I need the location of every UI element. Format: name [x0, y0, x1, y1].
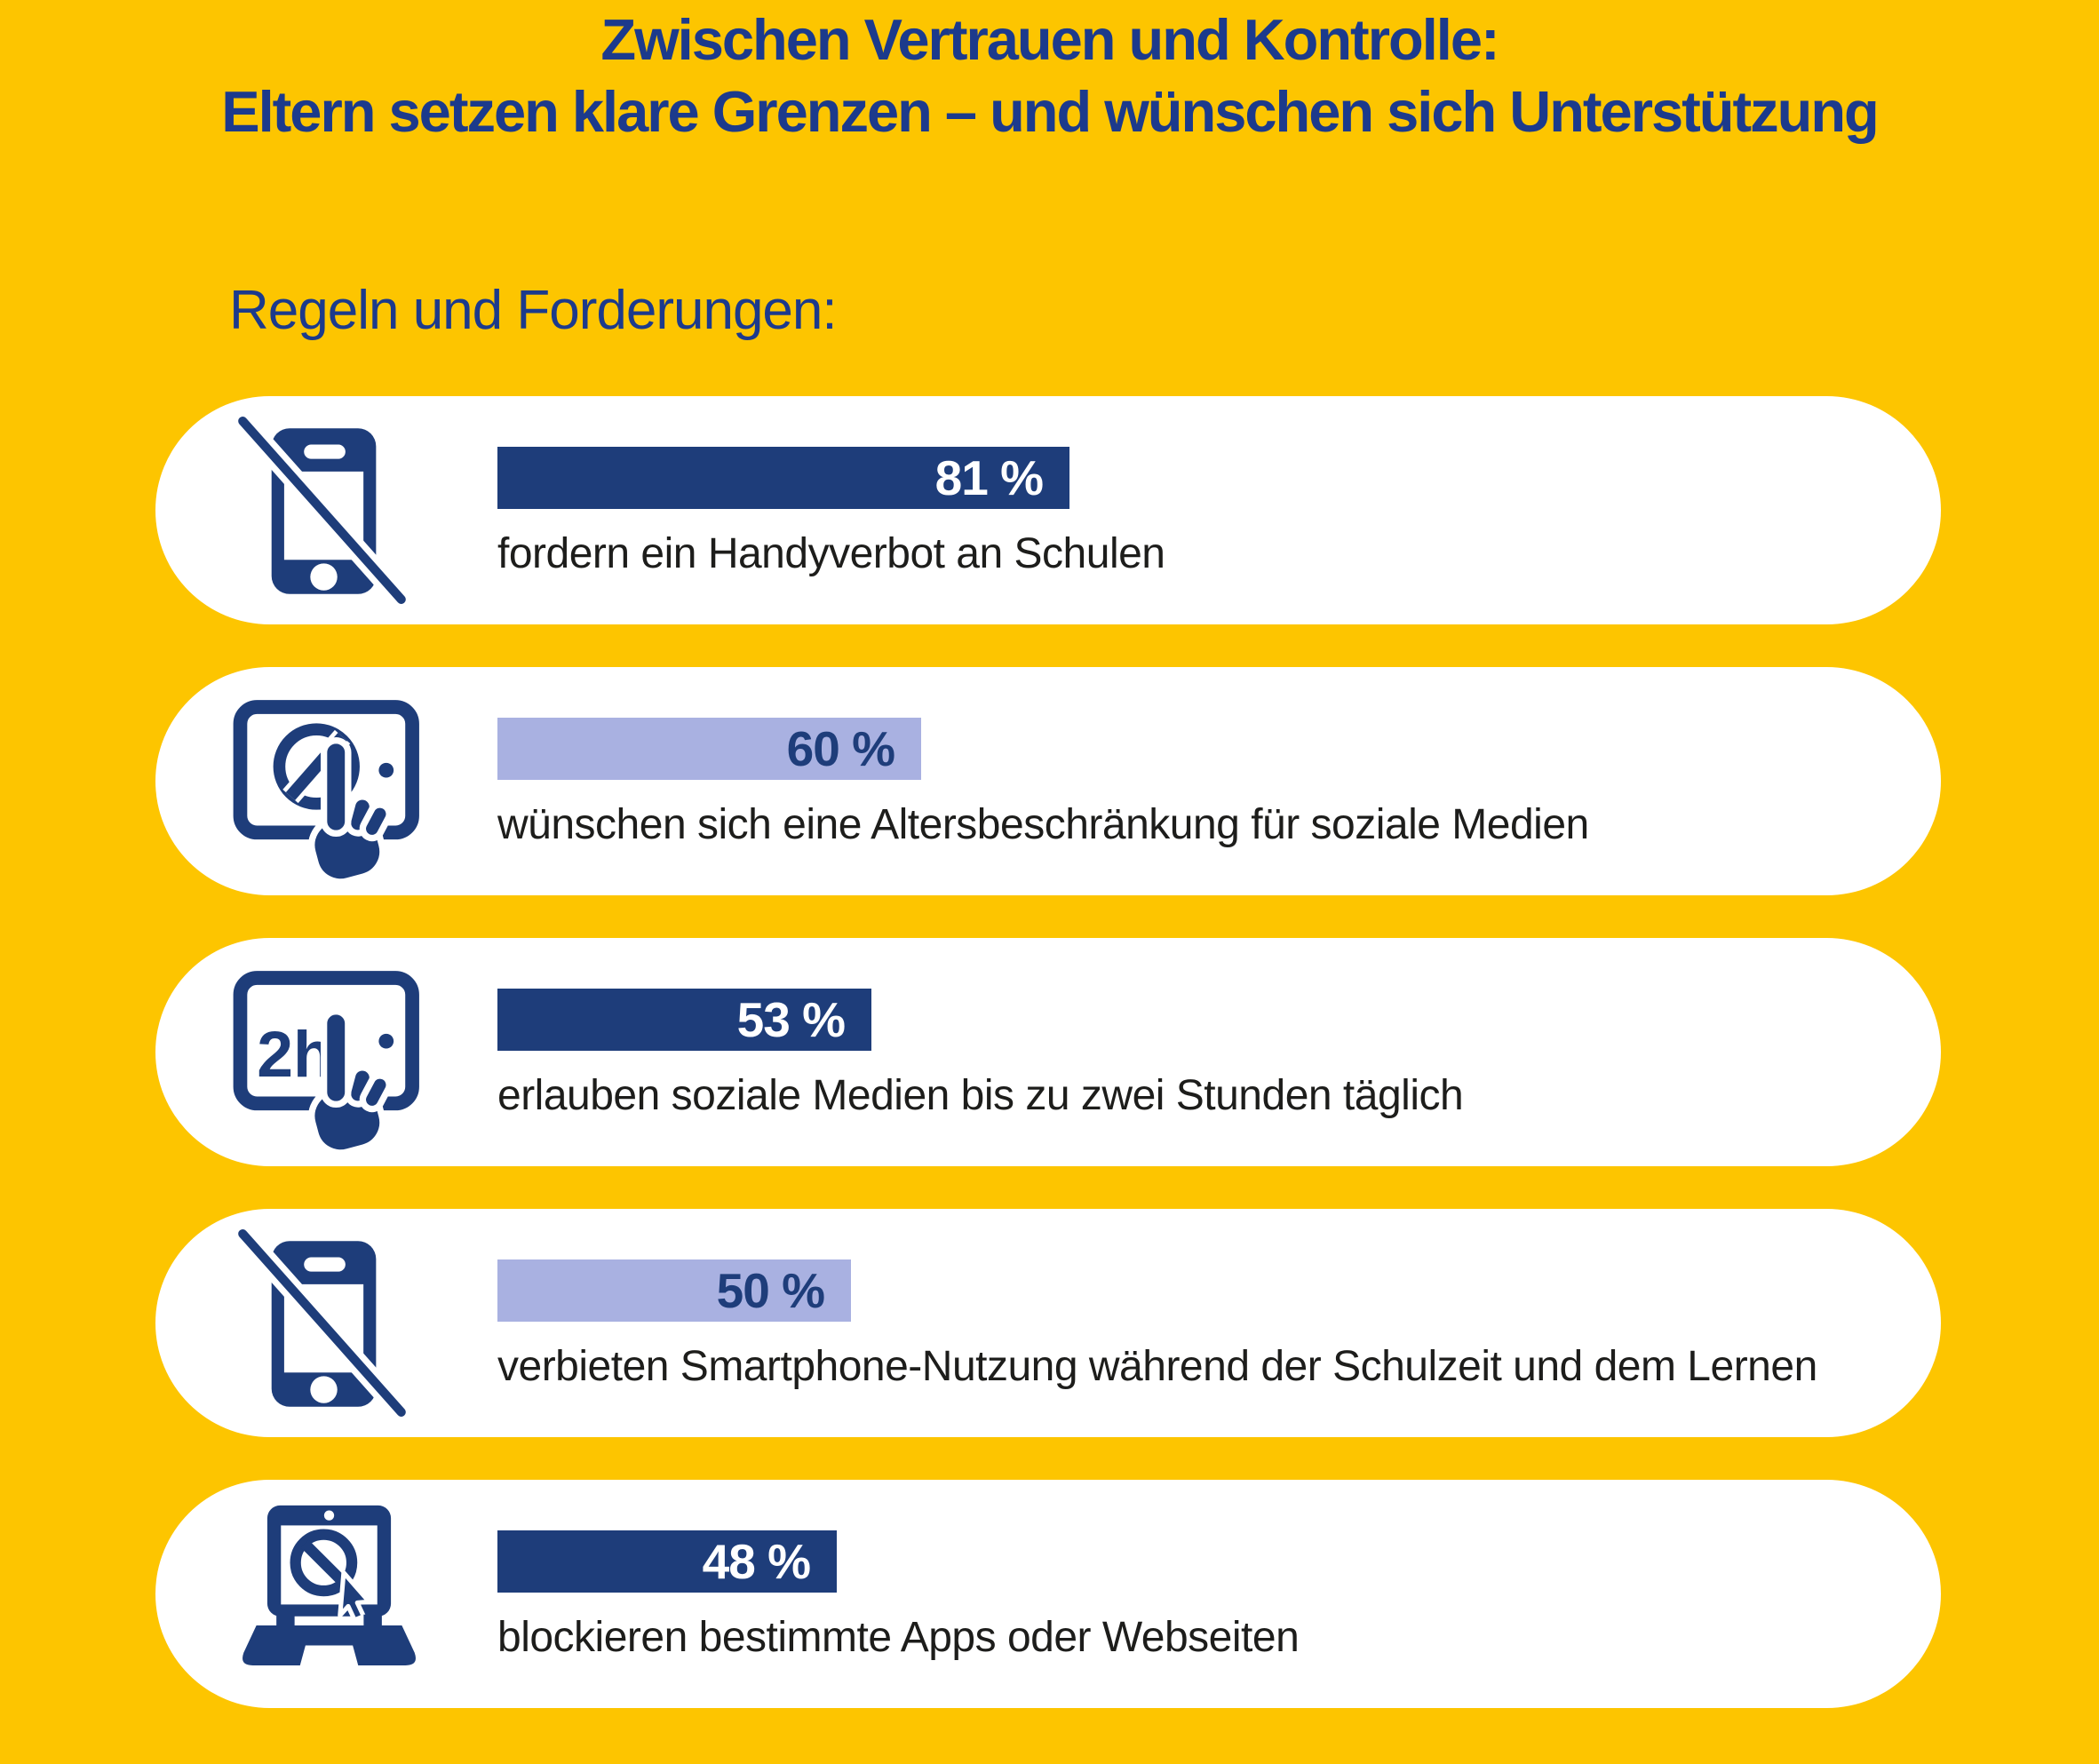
- tap-hand-icon: [308, 1008, 393, 1156]
- bar-53: 53 %: [497, 989, 871, 1051]
- laptop-blocked-icon: [242, 1505, 416, 1665]
- stat-card-apps-blockieren: 48 % blockieren bestimmte Apps oder Webs…: [155, 1480, 1941, 1708]
- bar-81: 81 %: [497, 447, 1069, 509]
- bar-value-label: 81 %: [934, 450, 1044, 505]
- bar-48: 48 %: [497, 1530, 837, 1593]
- stat-card-handyverbot: 81 % fordern ein Handyverbot an Schulen: [155, 396, 1941, 624]
- no-smartphone-icon: [235, 416, 409, 607]
- bar-value-label: 48 %: [702, 1534, 811, 1589]
- stat-card-altersbeschraenkung: 60 % wünschen sich eine Altersbeschränku…: [155, 667, 1941, 895]
- page-title: Zwischen Vertrauen und Kontrolle: Eltern…: [0, 4, 2099, 147]
- bar-60: 60 %: [497, 718, 921, 780]
- statement: erlauben soziale Medien bis zu zwei Stun…: [497, 1072, 1464, 1119]
- statement: verbieten Smartphone-Nutzung während der…: [497, 1343, 1817, 1390]
- bar-value-label: 50 %: [716, 1263, 825, 1318]
- no-smartphone-icon: [235, 1228, 409, 1419]
- page-title-line1: Zwischen Vertrauen und Kontrolle:: [600, 7, 1499, 72]
- tablet-age-restriction-tap-icon: [233, 700, 419, 886]
- statement: wünschen sich eine Altersbeschränkung fü…: [497, 801, 1589, 848]
- stat-card-schulzeit: 50 % verbieten Smartphone-Nutzung währen…: [155, 1209, 1941, 1437]
- cursor-icon: [338, 1570, 372, 1623]
- page-title-line2: Eltern setzen klare Grenzen – und wünsch…: [221, 79, 1880, 144]
- tap-hand-icon: [308, 737, 393, 886]
- statement: fordern ein Handyverbot an Schulen: [497, 530, 1165, 577]
- bar-50: 50 %: [497, 1259, 851, 1322]
- 2h-label: 2h: [257, 1018, 332, 1091]
- bar-value-label: 53 %: [736, 992, 846, 1047]
- statement: blockieren bestimmte Apps oder Webseiten: [497, 1614, 1300, 1661]
- stat-card-zwei-stunden: 2h 53 % erlauben soziale Medien bis zu z…: [155, 938, 1941, 1166]
- section-heading: Regeln und Forderungen:: [229, 280, 838, 341]
- tablet-2h-tap-icon: 2h: [233, 971, 419, 1156]
- bar-value-label: 60 %: [786, 721, 895, 776]
